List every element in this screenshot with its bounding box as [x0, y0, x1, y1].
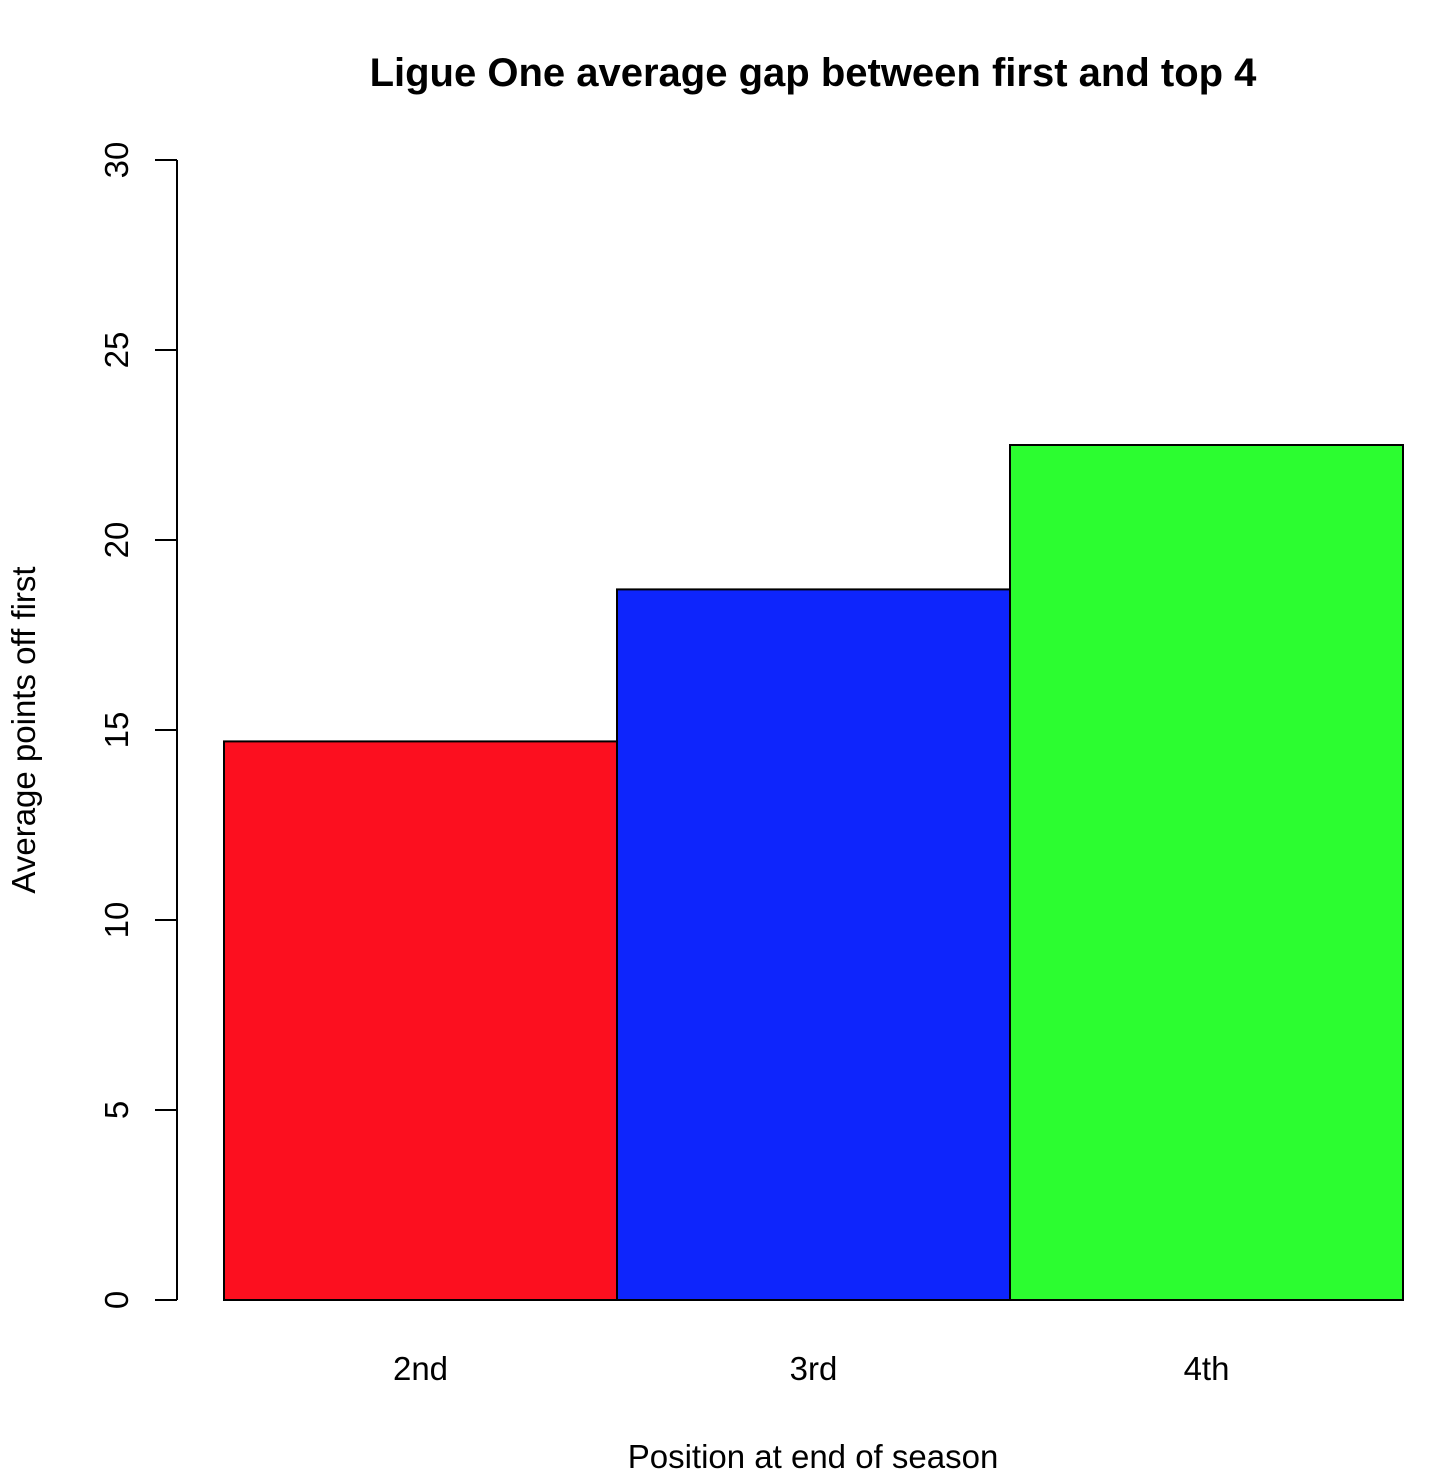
bar-4th: [1009, 444, 1404, 1301]
y-tick-label: 20: [98, 522, 135, 559]
bars-group: [223, 444, 1404, 1301]
x-axis-tick-labels: 2nd 3rd 4th: [393, 1350, 1229, 1387]
bar-2nd: [223, 740, 618, 1301]
y-tick-label: 25: [98, 332, 135, 369]
y-axis: 0 5 10 15 20 25 30: [98, 142, 178, 1309]
x-tick-label: 3rd: [790, 1350, 838, 1387]
x-tick-label: 4th: [1184, 1350, 1230, 1387]
y-tick-label: 15: [98, 712, 135, 749]
x-axis-label: Position at end of season: [628, 1438, 999, 1475]
y-tick-label: 5: [98, 1101, 135, 1119]
x-tick-label: 2nd: [393, 1350, 448, 1387]
y-tick-label: 30: [98, 142, 135, 179]
chart-title: Ligue One average gap between first and …: [370, 51, 1258, 95]
bar-3rd: [616, 588, 1011, 1301]
y-tick-label: 0: [98, 1291, 135, 1309]
y-tick-label: 10: [98, 902, 135, 939]
y-axis-label: Average points off first: [5, 566, 42, 893]
